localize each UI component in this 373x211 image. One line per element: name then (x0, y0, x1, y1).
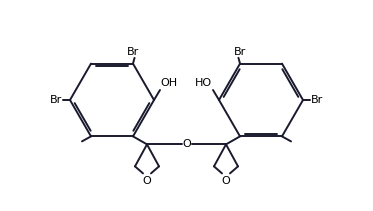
Text: HO: HO (195, 78, 212, 88)
Text: OH: OH (160, 78, 177, 88)
Text: Br: Br (311, 95, 323, 105)
Text: Br: Br (126, 47, 139, 57)
Text: Br: Br (50, 95, 62, 105)
Text: O: O (182, 139, 191, 149)
Text: O: O (222, 176, 231, 186)
Text: O: O (142, 176, 151, 186)
Text: Br: Br (234, 47, 247, 57)
